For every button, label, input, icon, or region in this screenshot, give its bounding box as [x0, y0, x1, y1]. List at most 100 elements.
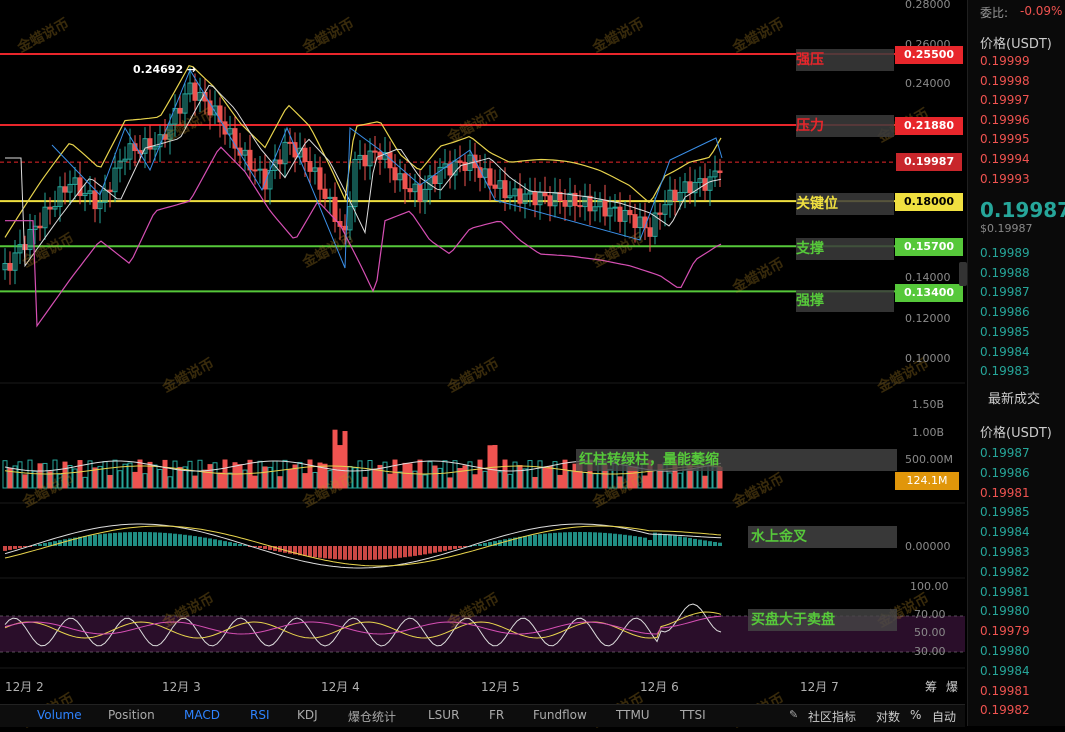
auto-scale-toggle[interactable]: 自动 [932, 710, 957, 724]
trade-row: 0.19984 [980, 663, 1030, 678]
candle-body [657, 212, 663, 215]
volume-bar [412, 470, 418, 489]
log-scale-toggle[interactable]: 对数 [876, 710, 901, 724]
tab-fr[interactable]: FR [489, 708, 505, 722]
macd-bar [603, 532, 607, 546]
ask-row[interactable]: 0.19998 [980, 73, 1030, 88]
macd-annotation: 水上金叉 [748, 526, 897, 548]
macd-bar [173, 533, 177, 546]
rsi-tick: 50.00 [914, 626, 946, 639]
ask-row[interactable]: 0.19995 [980, 132, 1030, 147]
macd-bar [108, 533, 112, 546]
ask-row[interactable]: 0.19996 [980, 112, 1030, 127]
tab-ttsi[interactable]: TTSI [680, 708, 706, 722]
volume-bar [27, 459, 33, 489]
volume-bar [702, 475, 708, 489]
candle-body [322, 188, 328, 199]
candle-body [372, 150, 378, 153]
tab-lsur[interactable]: LSUR [428, 708, 460, 722]
trade-row: 0.19981 [980, 584, 1030, 599]
order-ratio-value: -0.09% [1020, 4, 1063, 18]
macd-bar [203, 537, 207, 546]
ask-row[interactable]: 0.19999 [980, 54, 1030, 68]
macd-bar [533, 534, 537, 546]
bid-row[interactable]: 0.19983 [980, 364, 1030, 379]
macd-bar [398, 546, 402, 558]
macd-bar [298, 546, 302, 556]
volume-bar [322, 463, 328, 489]
ask-row[interactable]: 0.19994 [980, 152, 1030, 166]
axis-corner-chips-label[interactable]: 筹 [925, 680, 938, 694]
tab-volume[interactable]: Volume [37, 708, 82, 722]
volume-bar [297, 461, 303, 489]
macd-bar [18, 546, 22, 548]
tab-ttmu[interactable]: TTMU [616, 708, 650, 722]
tab-fundflow[interactable]: Fundflow [533, 708, 587, 722]
macd-bar [368, 546, 372, 560]
candle-body [492, 184, 498, 189]
community-indicators-button[interactable]: 社区指标 [808, 710, 857, 724]
volume-bar [167, 476, 173, 489]
edit-icon[interactable]: ✎ [789, 708, 799, 721]
candle-body [197, 91, 203, 101]
tab-position[interactable]: Position [108, 708, 155, 722]
volume-bar [237, 464, 243, 489]
percent-scale-toggle[interactable]: % [910, 708, 922, 722]
price-tick: 0.12000 [905, 312, 951, 325]
macd-bar [438, 546, 442, 552]
candle-body [462, 162, 468, 171]
macd-bar [153, 532, 157, 546]
tab-macd[interactable]: MACD [184, 708, 220, 722]
bid-row[interactable]: 0.19988 [980, 265, 1030, 280]
candlestick-chart[interactable] [0, 0, 965, 726]
tab-rsi[interactable]: RSI [250, 708, 270, 722]
level-tag-strong-resistance: 强压 [796, 49, 894, 71]
candle-body [237, 147, 243, 156]
volume-bar [252, 475, 258, 489]
bid-row[interactable]: 0.19989 [980, 246, 1030, 260]
chart-area[interactable]: 金蜡说币 金蜡说币 金蜡说币 金蜡说币 金蜡说币 金蜡说币 金蜡说币 金蜡说币 金蜡说币 金蜡说币… [0, 0, 967, 731]
volume-bar [392, 459, 398, 489]
macd-bar [283, 546, 287, 553]
rsi-ma-2 [4, 615, 722, 635]
volume-bar [127, 462, 133, 489]
macd-bar [708, 541, 712, 546]
macd-bar [78, 536, 82, 546]
macd-bar [318, 546, 322, 558]
volume-bar [177, 466, 183, 489]
ask-row[interactable]: 0.19993 [980, 171, 1030, 186]
macd-bar [613, 533, 617, 546]
bid-row[interactable]: 0.19985 [980, 324, 1030, 339]
bid-row[interactable]: 0.19987 [980, 285, 1030, 300]
candle-body [272, 159, 278, 171]
volume-bar [182, 466, 188, 489]
panel-collapse-handle[interactable] [959, 262, 967, 286]
bid-row[interactable]: 0.19986 [980, 305, 1030, 320]
candle-body [502, 180, 508, 199]
ask-row[interactable]: 0.19997 [980, 93, 1030, 108]
price-tick: 0.28000 [905, 0, 951, 11]
axis-corner-liquidation-label[interactable]: 爆 [946, 680, 959, 694]
tab-kdj[interactable]: KDJ [297, 708, 318, 722]
candle-body [332, 196, 338, 222]
volume-bar [272, 460, 278, 489]
bid-row[interactable]: 0.19984 [980, 344, 1030, 359]
macd-bar [378, 546, 382, 560]
candle-body [457, 160, 463, 164]
macd-bar [193, 536, 197, 546]
volume-bar [442, 460, 448, 489]
macd-bar [188, 535, 192, 546]
macd-bar [393, 546, 397, 559]
macd-bar [333, 546, 337, 560]
macd-bar [43, 543, 47, 546]
volume-bar [402, 462, 408, 489]
candle-body [712, 170, 718, 178]
volume-bar [192, 475, 198, 489]
price-tick: 0.10000 [905, 352, 951, 365]
volume-bar [132, 471, 138, 489]
volume-bar [327, 470, 333, 489]
price-tick: 0.24000 [905, 77, 951, 90]
macd-bar [478, 543, 482, 546]
candle-body [697, 178, 703, 183]
tab-liquidation-stats[interactable]: 爆仓统计 [348, 710, 397, 724]
